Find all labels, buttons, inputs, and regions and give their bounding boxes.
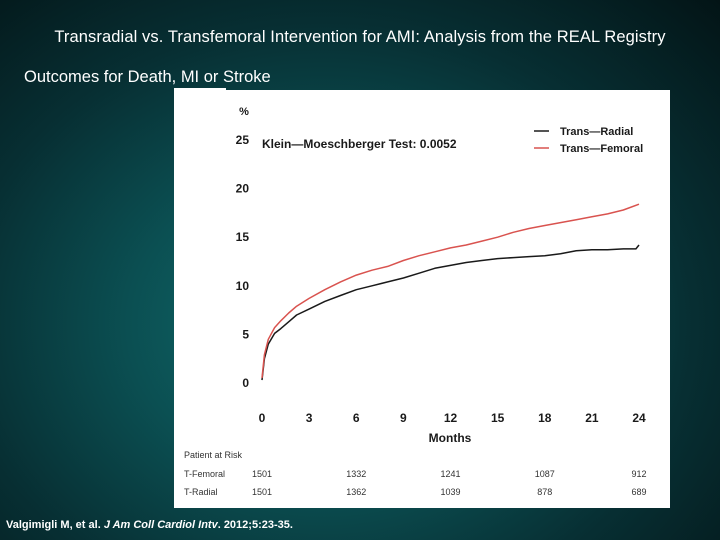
y-tick-label: 5 [242, 327, 249, 341]
chart-legend: Trans—Radial Trans—Femoral [534, 126, 643, 155]
y-tick-label: 25 [236, 133, 250, 147]
risk-row-value: 689 [631, 487, 646, 497]
series-line-radial [261, 244, 640, 381]
annotation-box [256, 128, 530, 156]
risk-row-value: 1241 [440, 469, 460, 479]
risk-row-value: 912 [631, 469, 646, 479]
x-tick-label: 18 [538, 411, 552, 425]
risk-row-value: 1362 [346, 487, 366, 497]
legend-label: Trans—Radial [560, 126, 633, 138]
risk-row-value: 878 [537, 487, 552, 497]
citation-journal: J Am Coll Cardiol Intv [103, 519, 218, 531]
x-axis-label: Months [429, 431, 472, 445]
series-lines [261, 203, 640, 381]
legend-label: Trans—Femoral [560, 143, 643, 155]
x-tick-label: 9 [400, 411, 407, 425]
x-tick-label: 21 [585, 411, 599, 425]
citation: Valgimigli M, et al. J Am Coll Cardiol I… [6, 519, 293, 531]
x-tick-label: 24 [632, 411, 646, 425]
risk-row-label: T-Femoral [184, 469, 225, 479]
slide-subtitle: Outcomes for Death, MI or Stroke [24, 68, 271, 86]
y-tick-label: 15 [236, 230, 250, 244]
test-annotation: Klein—Moeschberger Test: 0.0052 [262, 137, 457, 151]
risk-row-value: 1087 [535, 469, 555, 479]
chart-axes: % 0 5 10 15 20 25 0 3 6 9 12 15 18 21 24 Months [236, 106, 646, 445]
risk-row-value: 1332 [346, 469, 366, 479]
y-unit-label: % [239, 106, 249, 118]
citation-authors: Valgimigli M, et al. [6, 519, 104, 531]
y-tick-label: 10 [236, 279, 250, 293]
risk-row-label: T-Radial [184, 487, 218, 497]
risk-row-value: 1501 [252, 469, 272, 479]
x-tick-label: 15 [491, 411, 505, 425]
series-line-femoral [261, 203, 640, 379]
x-tick-label: 6 [353, 411, 360, 425]
risk-table: Patient at Risk T-Femoral 1501 1332 1241 1087… [184, 450, 647, 497]
citation-details: . 2012;5:23-35. [217, 519, 293, 531]
risk-row-value: 1501 [252, 487, 272, 497]
y-tick-label: 20 [236, 182, 250, 196]
risk-row-value: 1039 [440, 487, 460, 497]
x-tick-label: 0 [259, 411, 266, 425]
slide-title: Transradial vs. Transfemoral Interventio… [54, 28, 666, 46]
risk-table-title: Patient at Risk [184, 450, 243, 460]
x-tick-label: 12 [444, 411, 458, 425]
x-tick-label: 3 [306, 411, 313, 425]
chart-figure: % 0 5 10 15 20 25 0 3 6 9 12 15 18 21 24 Months Klein—Mo… [174, 90, 670, 508]
y-tick-label: 0 [242, 376, 249, 390]
